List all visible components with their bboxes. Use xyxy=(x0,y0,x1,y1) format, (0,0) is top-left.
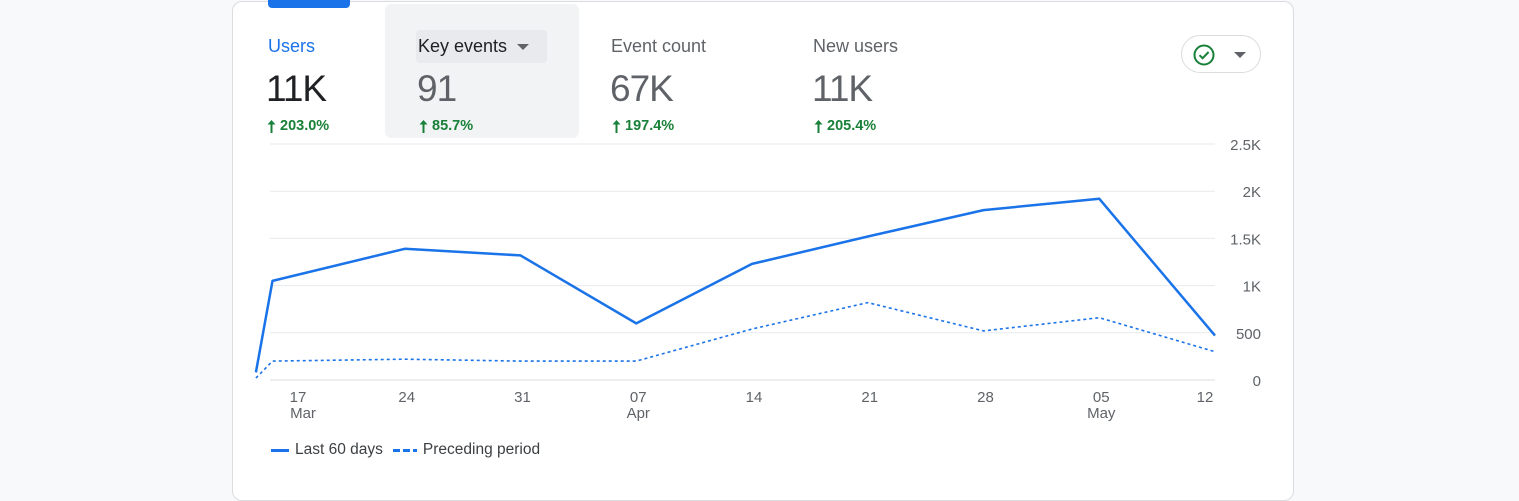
report-card: Users 11K 203.0% Key events 91 85.7% Eve… xyxy=(232,0,1294,501)
tab-users[interactable]: Users 11K 203.0% xyxy=(253,4,383,138)
active-tab-indicator xyxy=(268,0,350,8)
caret-down-icon xyxy=(517,43,530,50)
metric-change-key-events-text: 85.7% xyxy=(432,118,474,134)
metric-value-new-users: 11K xyxy=(812,68,873,109)
legend-label-previous: Preceding period xyxy=(422,441,541,458)
chart-legend: Last 60 days Preceding period xyxy=(271,441,550,459)
metric-label-key-events-text: Key events xyxy=(418,36,508,56)
metric-change-users: 203.0% xyxy=(267,118,329,134)
metric-value-key-events: 91 xyxy=(417,68,457,109)
dashed-line-swatch xyxy=(392,448,417,452)
metric-change-new-users: 205.4% xyxy=(814,118,876,134)
metric-change-event-count: 197.4% xyxy=(612,118,674,134)
caret-down-icon xyxy=(1234,52,1246,58)
metric-change-key-events: 85.7% xyxy=(419,118,473,134)
legend-item-previous[interactable]: Preceding period xyxy=(392,441,541,459)
tab-key-events[interactable]: Key events 91 85.7% xyxy=(385,4,579,138)
metric-label-key-events: Key events xyxy=(418,36,530,57)
tab-event-count[interactable]: Event count 67K 197.4% xyxy=(593,4,773,138)
metric-value-users: 11K xyxy=(266,68,327,109)
metric-change-new-users-text: 205.4% xyxy=(827,118,877,134)
arrow-up-icon xyxy=(814,119,823,133)
tab-new-users[interactable]: New users 11K 205.4% xyxy=(795,4,975,138)
arrow-up-icon xyxy=(612,119,621,133)
comparison-toggle-button[interactable] xyxy=(1181,35,1261,73)
solid-line-swatch xyxy=(271,448,289,452)
legend-item-current[interactable]: Last 60 days xyxy=(271,441,383,459)
metric-label-users: Users xyxy=(268,36,316,56)
metric-change-users-text: 203.0% xyxy=(280,118,330,134)
metric-change-event-count-text: 197.4% xyxy=(625,118,675,134)
metric-label-new-users: New users xyxy=(813,36,899,56)
arrow-up-icon xyxy=(419,119,428,133)
metric-value-event-count: 67K xyxy=(610,68,674,109)
legend-label-current: Last 60 days xyxy=(295,441,383,458)
metric-label-event-count: Event count xyxy=(611,36,707,56)
check-circle-icon xyxy=(1193,44,1215,66)
arrow-up-icon xyxy=(267,119,276,133)
